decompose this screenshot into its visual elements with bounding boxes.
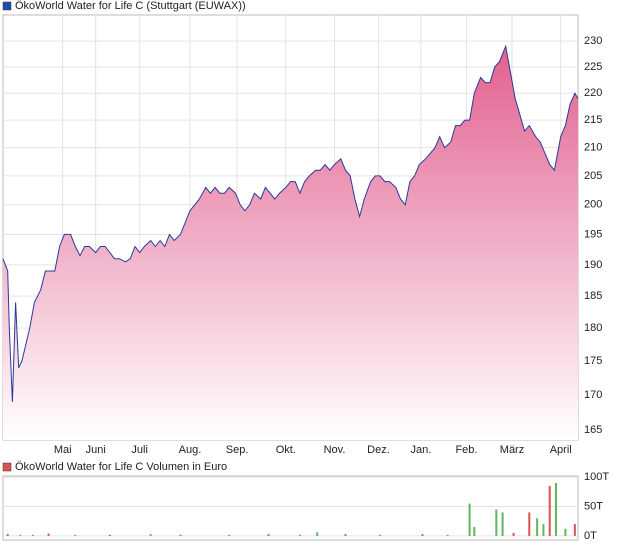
y-tick-label: 100T: [584, 471, 609, 483]
y-tick-label: 165: [584, 424, 602, 436]
x-tick-label: Dez.: [367, 444, 390, 456]
volume-bar: [298, 534, 301, 536]
volume-bar: [179, 534, 182, 536]
x-tick-label: März: [500, 444, 524, 456]
volume-bar: [446, 534, 449, 536]
price-line: [2, 44, 579, 403]
volume-bar: [501, 512, 504, 536]
volume-bar: [379, 534, 382, 536]
volume-bar: [31, 534, 34, 536]
price-area: [3, 46, 578, 441]
volume-bar: [108, 534, 111, 536]
volume-bar: [6, 534, 9, 536]
y-tick-label: 175: [584, 355, 602, 367]
volume-bar: [228, 534, 231, 536]
volume-bar: [512, 532, 515, 536]
volume-bar: [344, 534, 347, 536]
x-tick-label: Nov.: [324, 444, 346, 456]
x-tick-label: Juni: [86, 444, 106, 456]
volume-bar: [74, 534, 77, 536]
x-tick-label: Jan.: [410, 444, 431, 456]
y-tick-label: 190: [584, 259, 602, 271]
volume-bar: [555, 483, 558, 536]
volume-bar: [548, 485, 551, 536]
legend-swatch: [2, 462, 12, 472]
volume-bar: [149, 534, 152, 536]
y-tick-label: 170: [584, 389, 602, 401]
volume-bar: [473, 527, 476, 536]
volume-bar: [47, 533, 50, 536]
legend-label: ÖkoWorld Water for Life C (Stuttgart (EU…: [15, 0, 246, 12]
y-tick-label: 185: [584, 290, 602, 302]
plot-border: [2, 475, 579, 541]
x-tick-label: Sep.: [226, 444, 249, 456]
y-tick-label: 205: [584, 170, 602, 182]
y-tick-label: 200: [584, 199, 602, 211]
volume-bar: [19, 534, 22, 536]
x-tick-label: Feb.: [455, 444, 477, 456]
volume-bar: [528, 512, 531, 536]
y-tick-label: 230: [584, 35, 602, 47]
volume-bar: [495, 509, 498, 536]
volume-bar: [573, 524, 576, 536]
y-tick-label: 0T: [584, 530, 597, 542]
y-tick-label: 50T: [584, 500, 603, 512]
y-tick-label: 220: [584, 87, 602, 99]
y-tick-label: 210: [584, 142, 602, 154]
volume-bar: [536, 518, 539, 536]
volume-bar: [421, 534, 424, 536]
y-tick-label: 195: [584, 228, 602, 240]
volume-bar: [316, 532, 319, 536]
x-tick-label: Juli: [131, 444, 148, 456]
volume-bar: [564, 528, 567, 536]
y-tick-label: 215: [584, 114, 602, 126]
x-tick-label: Mai: [54, 444, 72, 456]
legend-swatch: [2, 1, 12, 11]
volume-bar: [542, 524, 545, 536]
y-tick-label: 180: [584, 322, 602, 334]
x-tick-label: Okt.: [276, 444, 296, 456]
volume-bar: [468, 503, 471, 536]
legend-label: ÖkoWorld Water for Life C Volumen in Eur…: [15, 461, 227, 473]
y-tick-label: 225: [584, 61, 602, 73]
volume-bar: [267, 534, 270, 536]
x-tick-label: Aug.: [179, 444, 202, 456]
x-tick-label: April: [550, 444, 572, 456]
